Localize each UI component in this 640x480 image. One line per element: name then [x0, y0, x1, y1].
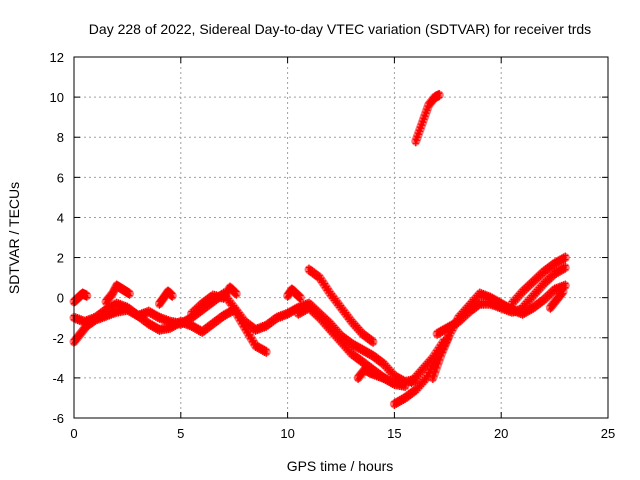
- series-arc-c: [69, 288, 92, 307]
- data-point-marker: [560, 286, 567, 293]
- y-tick-labels: -6 -4 -2 0 2 4 6 8 10 12: [50, 50, 64, 426]
- x-tick-label: 10: [280, 426, 294, 441]
- data-point-marker: [241, 322, 248, 329]
- series-arc-d: [101, 280, 134, 307]
- data-point-marker: [434, 364, 441, 371]
- y-tick-label: -6: [52, 411, 64, 426]
- y-tick-label: -2: [52, 331, 64, 346]
- data-point-marker: [562, 280, 569, 287]
- series-arc-g: [283, 284, 305, 303]
- series-arc-b: [69, 304, 271, 357]
- data-point-marker: [126, 288, 133, 295]
- series-arc-f: [187, 282, 241, 319]
- series-arc-o: [507, 252, 570, 309]
- data-point-marker: [233, 288, 240, 295]
- y-tick-label: 12: [50, 50, 64, 65]
- data-point-marker: [125, 292, 132, 299]
- data-point-marker: [231, 304, 238, 311]
- plot-frame: [73, 56, 609, 419]
- x-tick-label: 0: [70, 426, 77, 441]
- series-arc-p: [518, 262, 570, 313]
- data-point-marker: [245, 328, 252, 335]
- y-tick-label: -4: [52, 371, 64, 386]
- data-point-marker: [415, 131, 422, 138]
- series-arc-r: [411, 90, 444, 147]
- data-point-marker: [442, 342, 449, 349]
- data-point-marker: [439, 349, 446, 356]
- y-axis-label: SDTVAR / TECUs: [6, 182, 22, 294]
- data-point-marker: [431, 372, 438, 379]
- x-tick-label: 5: [177, 426, 184, 441]
- x-tick-label: 20: [494, 426, 508, 441]
- y-tick-label: 10: [50, 90, 64, 105]
- data-point-marker: [249, 334, 255, 341]
- series-arc-l: [407, 336, 448, 387]
- x-axis-label: GPS time / hours: [287, 458, 394, 474]
- chart-title: Day 228 of 2022, Sidereal Day-to-day VTE…: [89, 21, 591, 37]
- data-point-marker: [232, 291, 239, 298]
- y-tick-label: 6: [57, 170, 64, 185]
- x-tick-labels: 0 5 10 15 20 25: [70, 426, 615, 441]
- data-point-marker: [168, 294, 175, 301]
- data-point-marker: [296, 296, 303, 303]
- tick-marks: [73, 56, 609, 419]
- data-point-marker: [418, 125, 425, 132]
- data-point-marker: [422, 113, 429, 120]
- x-tick-label: 15: [387, 426, 401, 441]
- y-tick-label: 0: [57, 291, 64, 306]
- series-arc-j: [353, 364, 410, 392]
- data-series: [69, 90, 570, 410]
- data-point-marker: [238, 316, 245, 323]
- series-arc-q: [545, 286, 568, 313]
- data-point-marker: [402, 380, 409, 387]
- data-point-marker: [83, 290, 90, 297]
- data-point-marker: [420, 119, 427, 126]
- data-point-marker: [424, 107, 431, 114]
- x-tick-label: 25: [601, 426, 615, 441]
- series-arc-e: [154, 286, 177, 309]
- data-point-marker: [436, 90, 443, 97]
- y-tick-label: 4: [57, 210, 64, 225]
- grid-lines: [74, 57, 608, 418]
- data-point-marker: [559, 292, 566, 299]
- data-point-marker: [234, 310, 241, 317]
- series-arc-h: [304, 264, 378, 347]
- y-tick-label: 8: [57, 130, 64, 145]
- data-point-marker: [562, 252, 569, 259]
- data-point-marker: [297, 292, 304, 299]
- y-tick-label: 2: [57, 251, 64, 266]
- data-point-marker: [370, 336, 377, 343]
- data-point-marker: [169, 290, 176, 297]
- data-point-marker: [562, 262, 569, 269]
- data-point-marker: [445, 336, 452, 343]
- data-point-marker: [413, 137, 420, 144]
- series-arc-m: [428, 280, 570, 383]
- data-point-marker: [263, 346, 270, 353]
- data-point-marker: [436, 356, 443, 363]
